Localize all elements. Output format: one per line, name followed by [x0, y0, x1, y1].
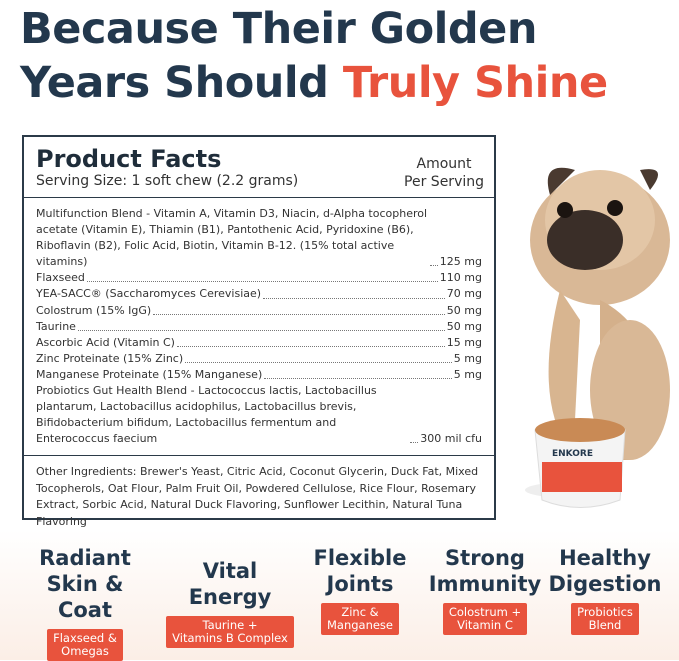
ingredient-amount: 110 mg: [439, 271, 482, 285]
dot-leader: [153, 313, 445, 315]
ingredient-name: Probiotics Gut Health Blend - Lactococcu…: [36, 384, 377, 446]
headline-line: Years Should Truly Shine: [20, 56, 608, 110]
dot-leader: [264, 378, 452, 380]
ingredient-name: YEA-SACC® (Saccharomyces Cerevisiae): [36, 287, 262, 301]
facts-row: Zinc Proteinate (15% Zinc) 5 mg: [36, 351, 482, 367]
benefit-tag-line: Manganese: [326, 618, 394, 632]
facts-row: Colostrum (15% IgG) 50 mg: [36, 303, 482, 319]
dot-leader: [176, 345, 445, 347]
dot-leader: [263, 297, 445, 299]
benefit: Strong Immunity Colostrum + Vitamin C: [418, 545, 552, 635]
benefit-title: Strong Immunity: [418, 545, 552, 597]
ingredient-name: Taurine: [36, 319, 76, 333]
serving-size: Serving Size: 1 soft chew (2.2 grams): [36, 173, 299, 189]
dot-leader: [429, 265, 438, 267]
benefit: Vital Energy Taurine + Vitamins B Complex: [163, 558, 297, 648]
facts-panel: Product Facts Serving Size: 1 soft chew …: [22, 135, 496, 528]
benefit-tag: Colostrum + Vitamin C: [442, 603, 528, 635]
headline-text: Years Should: [20, 58, 329, 108]
benefit-title: Healthy Digestion: [538, 545, 672, 597]
ingredient-amount: 15 mg: [446, 335, 482, 349]
ingredient-amount: 50 mg: [446, 303, 482, 317]
benefit-tag-line: Vitamin C: [457, 618, 513, 632]
headline-highlight: Truly Shine: [342, 58, 608, 108]
ingredient-name: Ascorbic Acid (Vitamin C): [36, 335, 175, 349]
benefit-title-line: Radiant: [39, 546, 131, 570]
product-photo: ENKORE: [525, 167, 670, 508]
amount-heading: Amount Per Serving: [404, 155, 484, 191]
benefit-tag-line: Taurine +: [202, 618, 258, 632]
benefit-title-line: Joints: [326, 572, 394, 596]
facts-row: Ascorbic Acid (Vitamin C) 15 mg: [36, 335, 482, 351]
benefit-tag-line: Vitamins B Complex: [172, 631, 288, 645]
facts-title: Product Facts: [36, 145, 222, 173]
facts-row: Flaxseed 110 mg: [36, 270, 482, 286]
benefit-tag-line: Blend: [588, 618, 622, 632]
benefit-title-line: Strong: [445, 546, 525, 570]
dot-leader: [410, 442, 419, 444]
other-ingredients: Other Ingredients: Brewer's Yeast, Citri…: [36, 465, 479, 528]
ingredient-amount: 5 mg: [453, 351, 482, 365]
benefit: Flexible Joints Zinc & Manganese: [293, 545, 427, 635]
benefit-title-line: Flexible: [313, 546, 407, 570]
benefit: Healthy Digestion Probiotics Blend: [538, 545, 672, 635]
dot-leader: [185, 361, 452, 363]
benefit-tag-line: Colostrum +: [448, 605, 522, 619]
ingredient-name: Zinc Proteinate (15% Zinc): [36, 351, 184, 365]
facts-row: Manganese Proteinate (15% Manganese) 5 mg: [36, 367, 482, 383]
benefit-title: Flexible Joints: [293, 545, 427, 597]
headline: Because Their Golden Years Should Truly …: [20, 2, 608, 110]
benefit-tag: Taurine + Vitamins B Complex: [166, 616, 294, 648]
amount-heading-line: Amount: [416, 156, 472, 172]
benefit-tag-line: Zinc &: [341, 605, 379, 619]
ingredient-name: Manganese Proteinate (15% Manganese): [36, 367, 263, 381]
ingredient-name: Colostrum (15% IgG): [36, 303, 152, 317]
benefit-title-line: Digestion: [548, 572, 662, 596]
amount-heading-line: Per Serving: [404, 174, 484, 190]
facts-rows: Multifunction Blend - Vitamin A, Vitamin…: [36, 206, 482, 447]
facts-row: Multifunction Blend - Vitamin A, Vitamin…: [36, 206, 482, 270]
ingredient-name: Flaxseed: [36, 271, 85, 285]
benefit-title-line: Healthy: [559, 546, 651, 570]
facts-row: Probiotics Gut Health Blend - Lactococcu…: [36, 383, 482, 447]
benefit-tag: Zinc & Manganese: [320, 603, 400, 635]
benefit-title-line: Immunity: [428, 572, 542, 596]
benefit-tag: Flaxseed & Omegas: [47, 629, 123, 661]
benefit-tag-line: Flaxseed &: [53, 631, 117, 645]
dot-leader: [86, 281, 438, 283]
ingredient-amount: 70 mg: [446, 287, 482, 301]
ingredient-amount: 50 mg: [446, 319, 482, 333]
jar-brand: ENKORE: [552, 449, 593, 459]
benefit-tag-line: Probiotics: [577, 605, 633, 619]
ingredient-amount: 125 mg: [439, 255, 482, 269]
ingredient-name: Multifunction Blend - Vitamin A, Vitamin…: [36, 207, 428, 269]
ingredient-amount: 5 mg: [453, 367, 482, 381]
benefit-title: Vital Energy: [163, 558, 297, 610]
separator: [24, 455, 494, 457]
benefit-tag: Probiotics Blend: [571, 603, 639, 635]
facts-row: Taurine 50 mg: [36, 319, 482, 335]
benefit-title-line: Vital Energy: [188, 559, 272, 609]
benefit-title: Radiant Skin & Coat: [18, 545, 152, 623]
dot-leader: [77, 329, 445, 331]
ingredient-amount: 300 mil cfu: [420, 432, 482, 446]
separator: [24, 197, 494, 198]
facts-row: YEA-SACC® (Saccharomyces Cerevisiae) 70 m…: [36, 286, 482, 302]
benefit: Radiant Skin & Coat Flaxseed & Omegas: [18, 545, 152, 661]
headline-line: Because Their Golden: [20, 4, 537, 54]
benefit-tag-line: Omegas: [61, 644, 109, 658]
benefit-title-line: Skin & Coat: [46, 572, 124, 622]
